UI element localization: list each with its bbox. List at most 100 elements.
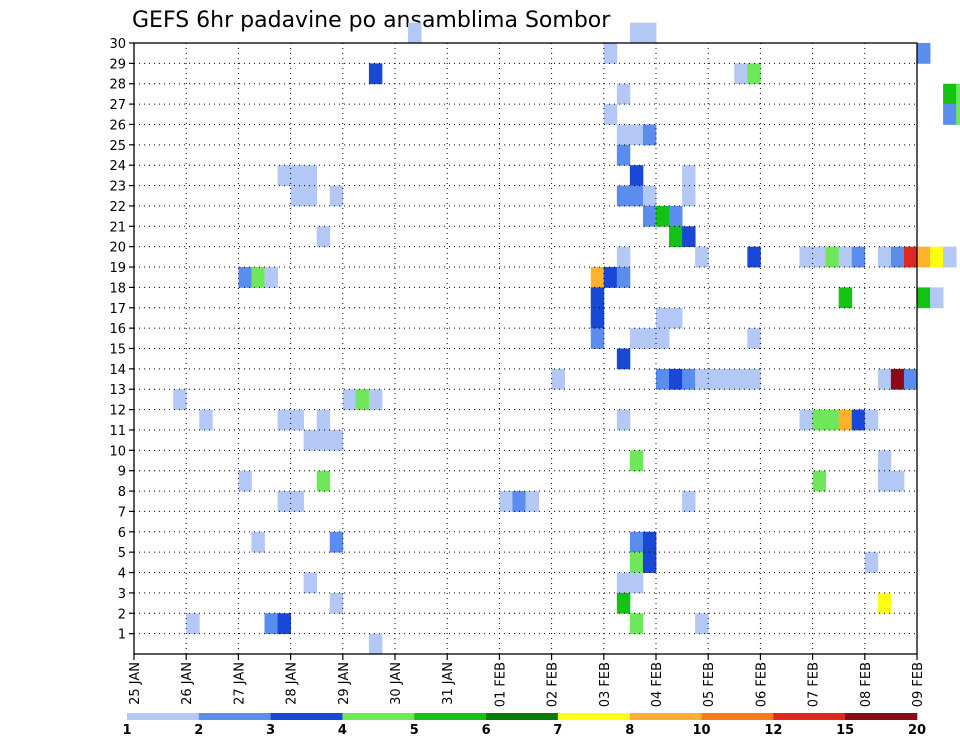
heatmap-cell: [616, 124, 631, 146]
heatmap-cell: [695, 613, 709, 635]
heatmap-cell: [642, 22, 657, 44]
heatmap-cell: [277, 165, 291, 186]
heatmap-cell: [956, 104, 960, 125]
y-tick-label: 3: [118, 587, 126, 602]
heatmap-cell: [316, 429, 331, 451]
colorbar-label: 12: [764, 723, 782, 738]
heatmap-cell: [642, 124, 657, 146]
heatmap-cell: [682, 491, 696, 512]
heatmap-cell: [903, 246, 918, 268]
heatmap-cell: [877, 246, 892, 268]
heatmap-cell: [956, 83, 960, 105]
x-tick-label: 05 FEB: [702, 662, 717, 707]
heatmap-cell: [877, 470, 892, 492]
heatmap-cell: [903, 368, 918, 390]
heatmap-cell: [629, 165, 644, 186]
heatmap-cell: [656, 368, 670, 390]
heatmap-cell: [682, 185, 696, 207]
heatmap-cell: [368, 389, 383, 410]
heatmap-cell: [368, 63, 383, 85]
heatmap-cell: [616, 267, 631, 288]
colorbar-label: 6: [482, 723, 491, 738]
colorbar-label: 15: [836, 723, 854, 738]
x-tick-label: 06 FEB: [754, 662, 769, 707]
heatmap-cell: [290, 185, 305, 207]
x-tick-label: 09 FEB: [911, 662, 926, 707]
heatmap-cell: [512, 491, 526, 512]
heatmap-cell: [616, 572, 631, 594]
heatmap-cell: [669, 205, 683, 227]
colorbar-swatch: [414, 713, 487, 720]
heatmap-cell: [590, 267, 605, 288]
heatmap-cell: [669, 226, 683, 248]
heatmap-cell: [799, 409, 813, 431]
heatmap-cell: [943, 246, 957, 268]
y-tick-label: 29: [109, 57, 126, 72]
heatmap-cell: [642, 205, 657, 227]
colorbar-label: 7: [553, 723, 562, 738]
y-tick-label: 9: [118, 465, 126, 480]
colorbar-swatch: [127, 713, 200, 720]
x-tick-label: 04 FEB: [650, 662, 665, 707]
heatmap-cell: [616, 246, 631, 268]
heatmap-cell: [551, 368, 566, 390]
heatmap-cell: [747, 246, 761, 268]
heatmap-cell: [590, 307, 605, 329]
heatmap-cell: [799, 246, 813, 268]
x-tick-label: 07 FEB: [807, 662, 822, 707]
heatmap-cell: [499, 491, 513, 512]
colorbar-swatch: [270, 713, 343, 720]
x-tick-label: 30 JAN: [389, 662, 404, 705]
heatmap-cell: [277, 491, 291, 512]
heatmap-cell: [629, 572, 644, 594]
y-tick-label: 19: [109, 261, 126, 276]
heatmap-cell: [277, 613, 291, 635]
heatmap-cell: [629, 450, 644, 472]
heatmap-cell: [747, 63, 761, 85]
heatmap-cell: [616, 348, 631, 370]
heatmap-cell: [290, 491, 305, 512]
heatmap-cell: [629, 328, 644, 349]
heatmap-cell: [329, 592, 344, 614]
heatmap-cell: [603, 104, 618, 125]
chart-title: GEFS 6hr padavine po ansamblima Sombor: [132, 8, 611, 33]
y-tick-label: 23: [109, 180, 126, 195]
y-tick-label: 12: [109, 404, 126, 419]
heatmap-cell: [642, 531, 657, 553]
x-tick-label: 27 JAN: [232, 662, 247, 705]
heatmap-cell: [316, 409, 331, 431]
x-tick-label: 29 JAN: [337, 662, 352, 705]
heatmap-cell: [368, 633, 383, 655]
heatmap-cell: [290, 165, 305, 186]
heatmap-cell: [877, 450, 892, 472]
heatmap-cell: [656, 205, 670, 227]
y-tick-label: 26: [109, 118, 126, 133]
heatmap-cell: [303, 429, 318, 451]
heatmap-cell: [603, 43, 618, 64]
heatmap-cell: [616, 185, 631, 207]
heatmap-cell: [917, 287, 931, 309]
heatmap-cell: [629, 185, 644, 207]
y-tick-label: 16: [109, 322, 126, 337]
heatmap-cell: [199, 409, 213, 431]
colorbar-swatch: [773, 713, 846, 720]
heatmap-cell: [943, 83, 957, 105]
y-tick-label: 30: [109, 37, 126, 52]
heatmap-cell: [603, 267, 618, 288]
colorbar-swatch: [486, 713, 559, 720]
y-tick-label: 18: [109, 281, 126, 296]
y-tick-label: 5: [118, 546, 126, 561]
heatmap-cell: [629, 124, 644, 146]
heatmap-cell: [943, 104, 957, 125]
heatmap-cell: [812, 470, 827, 492]
y-tick-label: 13: [109, 383, 126, 398]
heatmap-cell: [734, 368, 748, 390]
heatmap-cell: [629, 531, 644, 553]
heatmap-cell: [864, 552, 879, 573]
colorbar-swatch: [557, 713, 631, 720]
heatmap-cell: [290, 409, 305, 431]
colorbar-swatch: [198, 713, 271, 720]
colorbar-label: 5: [410, 723, 419, 738]
heatmap-cell: [329, 531, 344, 553]
x-axis: 25 JAN 26 JAN 27 JAN 28 JAN 29 JAN 30 JAN 31 J…: [128, 654, 926, 707]
